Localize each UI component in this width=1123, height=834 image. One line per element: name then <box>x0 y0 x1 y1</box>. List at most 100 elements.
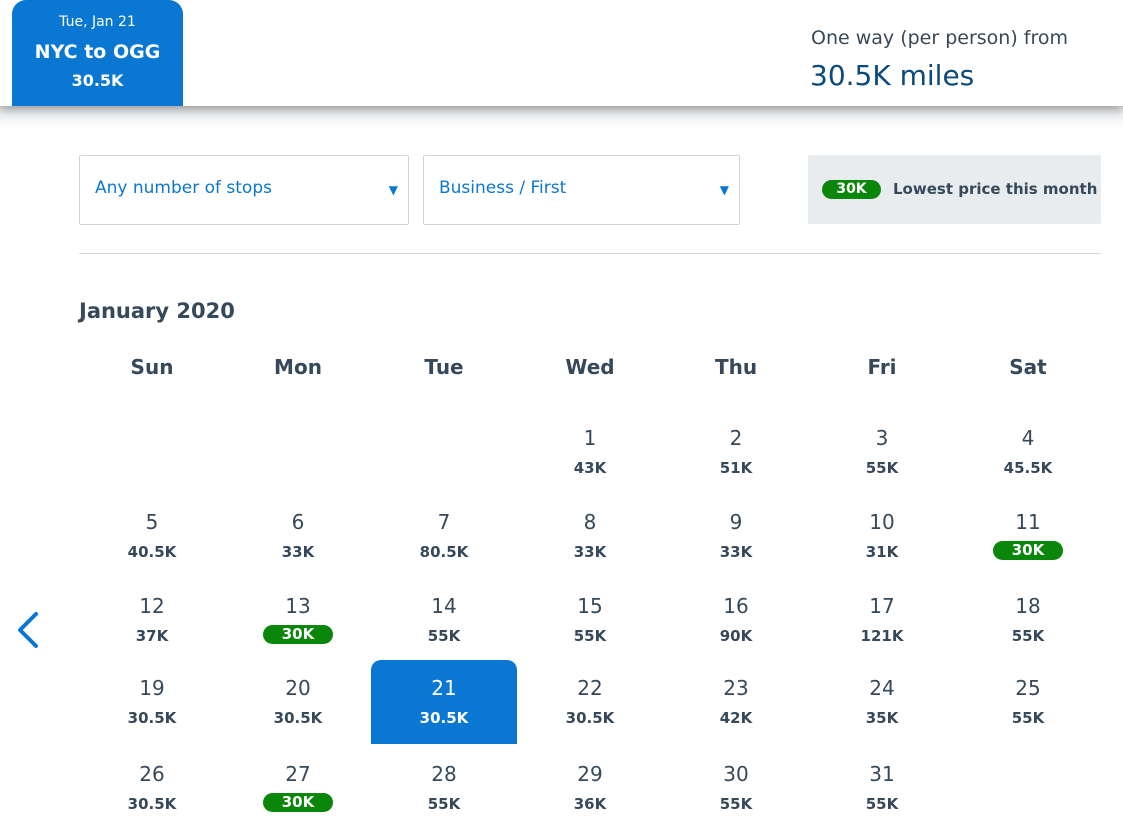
weekday-tue: Tue <box>424 355 464 379</box>
calendar-day-13[interactable]: 13 30K <box>225 582 371 666</box>
day-price: 43K <box>573 459 607 477</box>
day-price: 30.5K <box>273 709 323 727</box>
calendar-day-2[interactable]: 2 51K <box>663 414 809 498</box>
day-number: 17 <box>869 594 895 618</box>
weekday-fri: Fri <box>867 355 897 379</box>
day-number: 6 <box>291 510 305 534</box>
day-price: 35K <box>865 709 899 727</box>
day-number: 15 <box>577 594 603 618</box>
day-price: 55K <box>719 795 753 813</box>
calendar-day-10[interactable]: 10 31K <box>809 498 955 582</box>
calendar-day-12[interactable]: 12 37K <box>79 582 225 666</box>
calendar-day-20[interactable]: 20 30.5K <box>225 660 371 744</box>
cabin-select[interactable]: Business / First ▼ <box>423 155 740 225</box>
day-number: 19 <box>139 676 165 700</box>
header-shadow <box>0 106 1123 128</box>
day-price: 55K <box>865 795 899 813</box>
day-number: 12 <box>139 594 165 618</box>
day-number: 24 <box>869 676 895 700</box>
stops-select[interactable]: Any number of stops ▼ <box>79 155 409 225</box>
calendar-day-8[interactable]: 8 33K <box>517 498 663 582</box>
day-price-lowest: 30K <box>263 625 333 644</box>
calendar-day-18[interactable]: 18 55K <box>955 582 1101 666</box>
day-number: 31 <box>869 762 895 786</box>
stops-value: Any number of stops <box>95 178 272 198</box>
calendar-day-1[interactable]: 1 43K <box>517 414 663 498</box>
day-number: 29 <box>577 762 603 786</box>
divider <box>79 253 1101 254</box>
calendar-day-15[interactable]: 15 55K <box>517 582 663 666</box>
calendar-day-11[interactable]: 11 30K <box>955 498 1101 582</box>
day-number: 16 <box>723 594 749 618</box>
calendar-day-25[interactable]: 25 55K <box>955 660 1101 744</box>
day-number: 8 <box>583 510 597 534</box>
day-number: 9 <box>729 510 743 534</box>
tab-price: 30.5K <box>71 71 124 90</box>
day-number: 10 <box>869 510 895 534</box>
calendar-day-17[interactable]: 17 121K <box>809 582 955 666</box>
day-number: 28 <box>431 762 457 786</box>
weekday-thu: Thu <box>714 355 758 379</box>
calendar-day-3[interactable]: 3 55K <box>809 414 955 498</box>
calendar-day-23[interactable]: 23 42K <box>663 660 809 744</box>
selected-flight-tab[interactable]: Tue, Jan 21 NYC to OGG 30.5K <box>12 0 183 106</box>
day-price: 33K <box>573 543 607 561</box>
caret-down-icon: ▼ <box>388 183 398 197</box>
day-number: 25 <box>1015 676 1041 700</box>
day-price: 33K <box>719 543 753 561</box>
day-number: 7 <box>437 510 451 534</box>
previous-month-button[interactable] <box>12 610 46 650</box>
fare-label: One way (per person) from <box>811 27 1069 49</box>
day-number: 13 <box>285 594 311 618</box>
day-price-lowest: 30K <box>263 793 333 812</box>
calendar-day-9[interactable]: 9 33K <box>663 498 809 582</box>
calendar-day-26[interactable]: 26 30.5K <box>79 750 225 834</box>
day-number: 18 <box>1015 594 1041 618</box>
calendar-day-30[interactable]: 30 55K <box>663 750 809 834</box>
weekday-sun: Sun <box>130 355 174 379</box>
day-price: 121K <box>860 627 904 645</box>
day-number: 30 <box>723 762 749 786</box>
calendar-day-6[interactable]: 6 33K <box>225 498 371 582</box>
caret-down-icon: ▼ <box>719 183 729 197</box>
cabin-value: Business / First <box>439 178 567 198</box>
day-number: 26 <box>139 762 165 786</box>
day-price: 55K <box>1011 627 1045 645</box>
day-number: 11 <box>1015 510 1041 534</box>
day-number: 3 <box>875 426 889 450</box>
calendar-day-4[interactable]: 4 45.5K <box>955 414 1101 498</box>
calendar-day-28[interactable]: 28 55K <box>371 750 517 834</box>
calendar-day-21[interactable]: 21 30.5K <box>371 660 517 744</box>
month-title: January 2020 <box>79 299 235 323</box>
results-header: Tue, Jan 21 NYC to OGG 30.5K One way (pe… <box>0 0 1123 106</box>
calendar-day-7[interactable]: 7 80.5K <box>371 498 517 582</box>
day-price: 40.5K <box>127 543 177 561</box>
calendar-day-24[interactable]: 24 35K <box>809 660 955 744</box>
day-price: 36K <box>573 795 607 813</box>
weekday-sat: Sat <box>1009 355 1047 379</box>
day-price: 42K <box>719 709 753 727</box>
day-number: 27 <box>285 762 311 786</box>
day-price: 55K <box>865 459 899 477</box>
calendar-day-29[interactable]: 29 36K <box>517 750 663 834</box>
day-number: 23 <box>723 676 749 700</box>
day-price: 37K <box>135 627 169 645</box>
calendar-day-16[interactable]: 16 90K <box>663 582 809 666</box>
day-price: 31K <box>865 543 899 561</box>
day-price: 55K <box>573 627 607 645</box>
fare-value: 30.5K miles <box>810 59 975 92</box>
lowest-price-pill: 30K <box>822 180 881 199</box>
day-price: 30.5K <box>127 795 177 813</box>
calendar-day-31[interactable]: 31 55K <box>809 750 955 834</box>
day-number: 20 <box>285 676 311 700</box>
calendar-day-22[interactable]: 22 30.5K <box>517 660 663 744</box>
calendar-day-27[interactable]: 27 30K <box>225 750 371 834</box>
calendar-day-14[interactable]: 14 55K <box>371 582 517 666</box>
day-price: 30.5K <box>565 709 615 727</box>
calendar-day-5[interactable]: 5 40.5K <box>79 498 225 582</box>
day-number: 14 <box>431 594 457 618</box>
day-price: 30.5K <box>127 709 177 727</box>
weekday-wed: Wed <box>565 355 615 379</box>
calendar-day-19[interactable]: 19 30.5K <box>79 660 225 744</box>
day-number: 5 <box>145 510 159 534</box>
